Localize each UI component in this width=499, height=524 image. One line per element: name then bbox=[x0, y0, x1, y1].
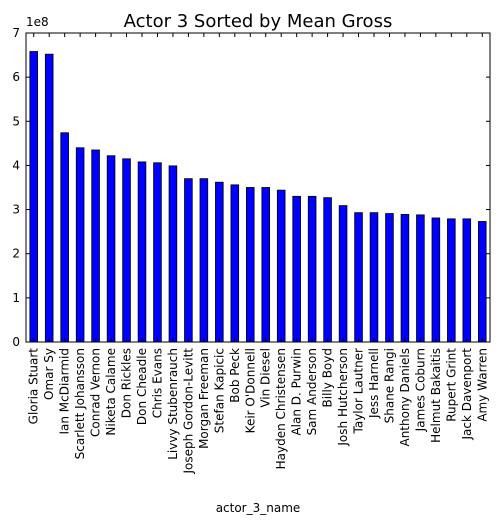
x-tick-label: Livvy Stubenrauch bbox=[166, 348, 180, 460]
x-tick-label: Stefan Kapicic bbox=[212, 348, 226, 433]
bar bbox=[307, 195, 317, 343]
bar bbox=[400, 214, 410, 343]
y-axis-ticks: 0 1 2 3 4 5 6 7 bbox=[12, 26, 490, 349]
bar bbox=[60, 132, 69, 343]
x-tick-label: Vin Diesel bbox=[259, 348, 273, 408]
y-tick-label: 5 bbox=[12, 114, 20, 128]
bar bbox=[230, 184, 240, 343]
bar bbox=[261, 187, 270, 343]
bar bbox=[106, 155, 116, 343]
x-tick-label: Chris Evans bbox=[150, 348, 164, 418]
x-tick-label: Taylor Lautner bbox=[352, 348, 366, 435]
x-tick-label: Billy Boyd bbox=[321, 348, 335, 407]
y-tick-label: 0 bbox=[12, 335, 20, 349]
y-tick-label: 2 bbox=[12, 247, 20, 261]
x-tick-label: Ian McDiarmid bbox=[58, 348, 72, 435]
x-tick-label: Rupert Grint bbox=[444, 348, 458, 422]
x-tick-label: Sam Anderson bbox=[305, 348, 319, 435]
x-tick-label: Conrad Vernon bbox=[89, 348, 103, 437]
bar bbox=[137, 161, 147, 343]
bar bbox=[323, 197, 332, 343]
bar bbox=[29, 51, 39, 343]
x-tick-label: Josh Hutcherson bbox=[336, 348, 350, 447]
bar bbox=[431, 217, 441, 343]
bar bbox=[199, 178, 209, 343]
x-tick-label: Morgan Freeman bbox=[197, 348, 211, 449]
x-tick-label: James Coburn bbox=[413, 348, 427, 432]
y-tick-label: 7 bbox=[12, 26, 20, 40]
bar bbox=[122, 158, 131, 343]
bar bbox=[168, 165, 178, 343]
bar bbox=[292, 195, 301, 343]
bar bbox=[153, 162, 162, 343]
bar bbox=[215, 181, 224, 343]
chart-title: Actor 3 Sorted by Mean Gross bbox=[124, 11, 393, 32]
bar bbox=[385, 213, 394, 343]
plot-frame bbox=[25, 32, 491, 343]
x-tick-label: Don Cheadle bbox=[135, 348, 149, 425]
x-tick-label: Alan D. Purwin bbox=[290, 348, 304, 436]
bar bbox=[184, 178, 193, 343]
bar bbox=[276, 189, 286, 343]
x-tick-label: Scarlett Johansson bbox=[73, 348, 87, 459]
bar bbox=[416, 214, 425, 343]
x-tick-label: Helmut Bakaitis bbox=[429, 348, 443, 443]
y-tick-label: 4 bbox=[12, 158, 20, 172]
y-tick-label: 1 bbox=[12, 291, 20, 305]
x-tick-label: Hayden Christensen bbox=[274, 348, 288, 469]
x-tick-label: Gloria Stuart bbox=[27, 348, 41, 425]
y-tick-label: 6 bbox=[12, 70, 20, 84]
bar bbox=[245, 187, 255, 343]
bar bbox=[91, 149, 100, 343]
x-tick-label: Amy Warren bbox=[475, 348, 489, 422]
bar bbox=[338, 205, 348, 343]
bar bbox=[462, 218, 472, 343]
x-tick-label: Omar Sy bbox=[42, 348, 56, 400]
x-tick-label: Anthony Daniels bbox=[398, 348, 412, 447]
x-tick-label: Jack Davenport bbox=[460, 348, 474, 441]
x-tick-label: Bob Peck bbox=[228, 348, 242, 403]
x-tick-label: Shane Rangi bbox=[382, 348, 396, 423]
bar bbox=[75, 147, 85, 343]
x-tick-label: Niketa Calame bbox=[104, 348, 118, 436]
x-axis-ticks: Gloria Stuart Omar Sy Ian McDiarmid Scarlet… bbox=[27, 33, 489, 475]
x-axis-label: actor_3_name bbox=[216, 501, 301, 515]
bar bbox=[44, 53, 54, 343]
x-tick-label: Don Rickles bbox=[120, 348, 134, 418]
bar bbox=[354, 212, 363, 343]
bar bbox=[369, 212, 379, 343]
bar bbox=[477, 221, 487, 343]
x-tick-label: Keir O'Donnell bbox=[243, 348, 257, 433]
bars-group bbox=[29, 51, 487, 343]
x-tick-label: Joseph Gordon-Levitt bbox=[181, 348, 195, 475]
x-tick-label: Jess Harnell bbox=[367, 348, 381, 419]
bar bbox=[447, 218, 456, 343]
y-scale-label: 1e8 bbox=[26, 15, 49, 29]
y-tick-label: 3 bbox=[12, 203, 20, 217]
